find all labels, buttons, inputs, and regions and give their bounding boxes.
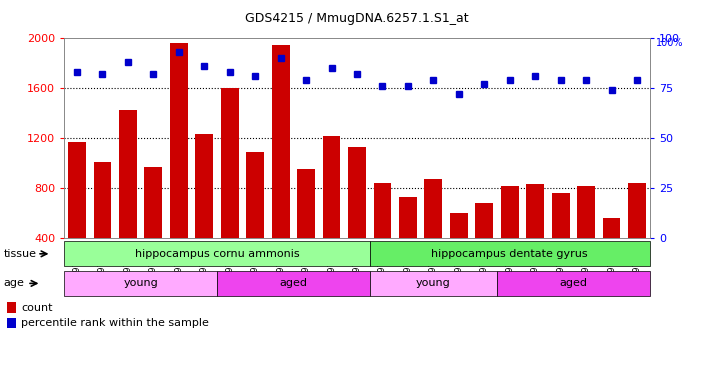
Bar xyxy=(577,186,595,288)
Bar xyxy=(370,271,497,296)
Text: GDS4215 / MmugDNA.6257.1.S1_at: GDS4215 / MmugDNA.6257.1.S1_at xyxy=(245,12,469,25)
Text: aged: aged xyxy=(559,278,588,288)
Text: hippocampus dentate gyrus: hippocampus dentate gyrus xyxy=(431,249,588,259)
Bar xyxy=(552,193,570,288)
Text: percentile rank within the sample: percentile rank within the sample xyxy=(21,318,209,328)
Bar xyxy=(246,152,264,288)
Text: 100%: 100% xyxy=(655,38,683,48)
Bar xyxy=(370,242,650,266)
Bar xyxy=(373,183,391,288)
Bar xyxy=(348,147,366,288)
Bar xyxy=(497,271,650,296)
Bar xyxy=(64,271,217,296)
Bar xyxy=(297,169,315,288)
Bar xyxy=(424,179,442,288)
Bar xyxy=(217,271,370,296)
Text: young: young xyxy=(416,278,451,288)
Bar xyxy=(526,184,544,288)
Text: young: young xyxy=(124,278,158,288)
Text: aged: aged xyxy=(279,278,307,288)
Bar xyxy=(323,136,341,288)
Bar xyxy=(7,318,16,328)
Bar xyxy=(501,186,518,288)
Bar xyxy=(196,134,213,288)
Text: count: count xyxy=(21,303,53,313)
Bar xyxy=(272,45,290,288)
Bar xyxy=(450,213,468,288)
Text: tissue: tissue xyxy=(4,249,36,259)
Bar xyxy=(170,43,188,288)
Bar xyxy=(64,242,370,266)
Bar xyxy=(399,197,417,288)
Bar xyxy=(7,302,16,313)
Bar xyxy=(94,162,111,288)
Bar xyxy=(68,142,86,288)
Bar xyxy=(119,109,137,288)
Text: hippocampus cornu ammonis: hippocampus cornu ammonis xyxy=(135,249,299,259)
Bar xyxy=(628,183,646,288)
Bar xyxy=(603,218,620,288)
Bar xyxy=(221,88,238,288)
Text: age: age xyxy=(4,278,24,288)
Bar xyxy=(144,167,162,288)
Bar xyxy=(476,203,493,288)
